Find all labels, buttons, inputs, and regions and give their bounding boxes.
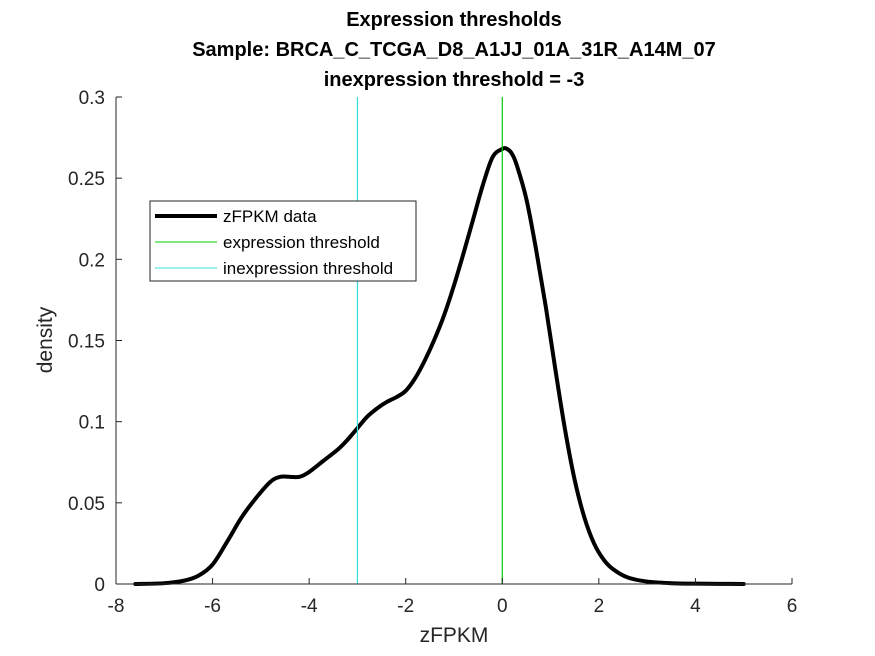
y-ticks: 0 0.05 0.1 0.15 0.2 0.25 0.3 [68,88,122,596]
legend: zFPKM data expression threshold inexpres… [149,200,417,282]
y-tick-label: 0.2 [79,250,105,271]
y-tick-label: 0.05 [68,494,105,515]
chart-subtitle-sample: Sample: BRCA_C_TCGA_D8_A1JJ_01A_31R_A14M… [192,39,716,61]
x-tick-label: -8 [108,596,125,617]
x-tick-label: 6 [787,596,798,617]
legend-label-zfpkm: zFPKM data [223,207,317,226]
x-axis-label: zFPKM [420,624,489,647]
legend-label-expression: expression threshold [223,233,380,252]
x-tick-label: 4 [690,596,701,617]
y-tick-label: 0.1 [79,413,105,434]
x-tick-label: -6 [204,596,221,617]
y-tick-label: 0.3 [79,88,105,109]
plot-area [133,97,746,586]
chart-subtitle-threshold: inexpression threshold = -3 [324,69,585,91]
y-axis-label: density [34,306,57,373]
y-tick-label: 0 [94,575,105,596]
zfpkm-density-line [133,146,746,586]
x-tick-label: -2 [397,596,414,617]
x-tick-label: -4 [301,596,318,617]
legend-label-inexpression: inexpression threshold [223,259,393,278]
y-tick-label: 0.25 [68,169,105,190]
x-tick-label: 2 [594,596,605,617]
x-ticks: -8 -6 -4 -2 0 2 4 6 [108,578,798,617]
x-tick-label: 0 [497,596,508,617]
axes [115,97,792,585]
y-tick-label: 0.15 [68,332,105,353]
chart-title: Expression thresholds [346,9,562,31]
